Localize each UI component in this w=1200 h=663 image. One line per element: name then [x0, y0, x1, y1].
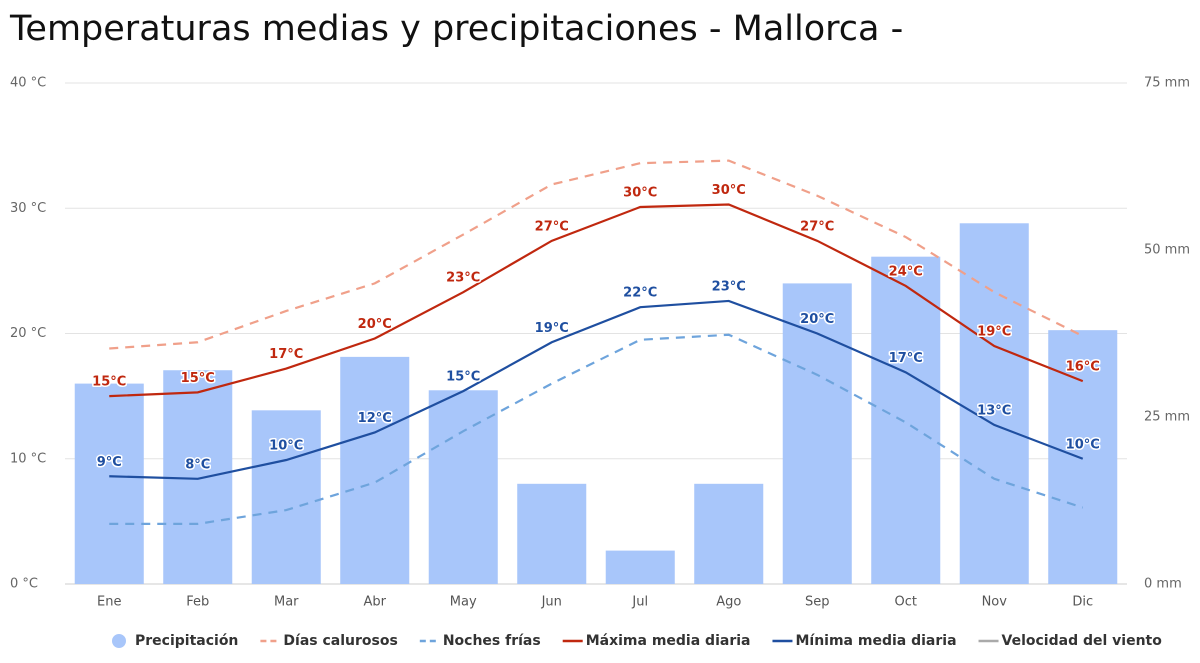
data-label: 30°C — [623, 185, 657, 200]
y2-tick-label: 0 mm — [1144, 577, 1182, 592]
legend-label[interactable]: Velocidad del viento — [1002, 633, 1163, 649]
data-label: 8°C — [185, 457, 210, 472]
x-tick-label: Sep — [805, 595, 830, 610]
legend-label[interactable]: Días calurosos — [283, 633, 397, 649]
bar — [605, 550, 675, 584]
chart-title: Temperaturas medias y precipitaciones - … — [9, 9, 903, 49]
bar — [782, 283, 852, 584]
x-tick-label: Ene — [97, 595, 121, 610]
bar — [959, 223, 1029, 584]
bar — [871, 256, 941, 584]
data-label: 23°C — [712, 279, 746, 294]
legend-label[interactable]: Máxima media diaria — [586, 633, 751, 649]
x-tick-label: Feb — [186, 595, 209, 610]
data-label: 15°C — [92, 375, 126, 390]
data-label: 23°C — [446, 271, 480, 286]
y-tick-label: 10 °C — [10, 451, 46, 466]
legend-label[interactable]: Noches frías — [443, 633, 541, 649]
x-tick-label: Oct — [895, 595, 917, 610]
bar — [340, 356, 410, 584]
data-label: 24°C — [889, 264, 923, 279]
legend-label[interactable]: Precipitación — [135, 633, 238, 649]
data-label: 22°C — [623, 286, 657, 301]
bar — [428, 390, 498, 584]
y2-tick-label: 50 mm — [1144, 243, 1190, 258]
x-tick-label: Dic — [1072, 595, 1093, 610]
bar — [74, 383, 144, 584]
data-label: 16°C — [1066, 360, 1100, 375]
y-tick-label: 20 °C — [10, 326, 46, 341]
x-tick-label: Jul — [631, 595, 648, 610]
data-label: 15°C — [181, 371, 215, 386]
x-tick-label: Ago — [716, 595, 741, 610]
x-tick-label: Mar — [274, 595, 299, 610]
y2-tick-label: 25 mm — [1144, 410, 1190, 425]
legend-marker — [112, 634, 126, 648]
data-label: 10°C — [1066, 437, 1100, 452]
line — [109, 299, 1084, 480]
data-label: 15°C — [446, 370, 480, 385]
data-label: 27°C — [535, 219, 569, 234]
line — [109, 159, 1084, 350]
data-label: 17°C — [269, 347, 303, 362]
x-tick-label: Abr — [364, 595, 387, 610]
x-tick-label: May — [450, 595, 477, 610]
legend-label[interactable]: Mínima media diaria — [795, 633, 956, 649]
data-label: 12°C — [358, 411, 392, 426]
data-label: 20°C — [358, 317, 392, 332]
data-label: 27°C — [800, 219, 834, 234]
x-tick-label: Jun — [541, 595, 562, 610]
y-tick-label: 0 °C — [10, 577, 38, 592]
data-label: 20°C — [800, 312, 834, 327]
data-label: 10°C — [269, 439, 303, 454]
data-label: 19°C — [535, 321, 569, 336]
line — [109, 333, 1084, 525]
y2-tick-label: 75 mm — [1144, 76, 1190, 91]
bar — [251, 410, 321, 584]
data-label: 30°C — [712, 183, 746, 198]
data-label: 9°C — [97, 455, 122, 470]
x-tick-label: Nov — [982, 595, 1008, 610]
data-label: 13°C — [977, 403, 1011, 418]
y-tick-label: 40 °C — [10, 76, 46, 91]
data-label: 19°C — [977, 325, 1011, 340]
y-tick-label: 30 °C — [10, 201, 46, 216]
bar — [517, 483, 587, 584]
bar — [694, 483, 764, 584]
line — [109, 203, 1084, 398]
data-label: 17°C — [889, 351, 923, 366]
